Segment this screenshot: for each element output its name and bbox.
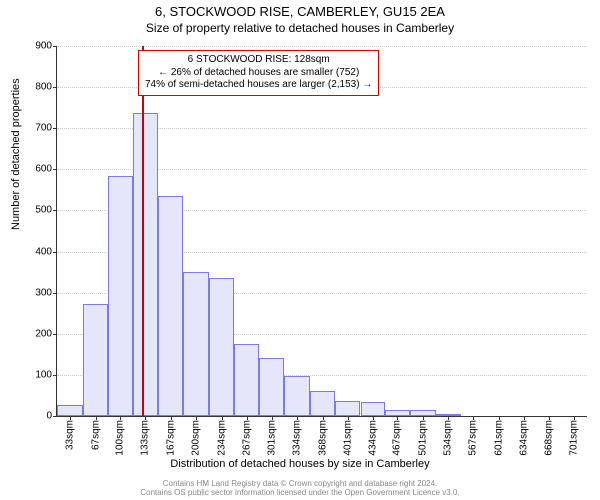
- y-axis-label: Number of detached properties: [10, 78, 22, 230]
- y-tick-label: 100: [35, 369, 52, 380]
- y-tick: [53, 375, 57, 376]
- x-tick-label: 401sqm: [342, 420, 353, 456]
- x-axis-label: Distribution of detached houses by size …: [0, 458, 600, 470]
- histogram-bar: [259, 358, 284, 416]
- annotation-line: 6 STOCKWOOD RISE: 128sqm: [145, 54, 372, 67]
- y-tick: [53, 416, 57, 417]
- histogram-bar: [209, 278, 234, 416]
- x-tick-label: 167sqm: [166, 420, 177, 456]
- histogram-bar: [361, 402, 386, 416]
- y-tick: [53, 169, 57, 170]
- annotation-line: 74% of semi-detached houses are larger (…: [145, 79, 372, 92]
- y-tick: [53, 128, 57, 129]
- footer-attribution: Contains HM Land Registry data © Crown c…: [0, 479, 600, 498]
- x-tick-label: 701sqm: [569, 420, 580, 456]
- y-tick-label: 200: [35, 328, 52, 339]
- histogram-bar: [83, 304, 108, 416]
- y-tick-label: 400: [35, 246, 52, 257]
- y-tick: [53, 252, 57, 253]
- x-tick-label: 368sqm: [317, 420, 328, 456]
- y-tick: [53, 46, 57, 47]
- chart-title: 6, STOCKWOOD RISE, CAMBERLEY, GU15 2EA: [0, 0, 600, 19]
- y-tick-label: 300: [35, 287, 52, 298]
- y-tick-label: 700: [35, 123, 52, 134]
- x-tick-label: 467sqm: [392, 420, 403, 456]
- chart-subtitle: Size of property relative to detached ho…: [0, 19, 600, 35]
- annotation-box: 6 STOCKWOOD RISE: 128sqm← 26% of detache…: [138, 50, 379, 96]
- x-tick-label: 301sqm: [267, 420, 278, 456]
- x-tick-label: 67sqm: [90, 420, 101, 450]
- chart-area: 010020030040050060070080090033sqm67sqm10…: [56, 46, 586, 416]
- histogram-bar: [108, 176, 134, 417]
- histogram-bar: [310, 391, 335, 416]
- x-tick-label: 33sqm: [64, 420, 75, 450]
- histogram-bar: [57, 405, 83, 417]
- x-tick-label: 200sqm: [190, 420, 201, 456]
- gridline: [57, 46, 587, 47]
- footer-line-2: Contains OS public sector information li…: [0, 488, 600, 498]
- x-tick-label: 534sqm: [443, 420, 454, 456]
- y-tick: [53, 210, 57, 211]
- histogram-bar: [158, 196, 183, 416]
- y-tick-label: 600: [35, 164, 52, 175]
- x-tick-label: 567sqm: [467, 420, 478, 456]
- y-tick-label: 500: [35, 205, 52, 216]
- histogram-bar: [183, 272, 209, 416]
- y-tick-label: 900: [35, 41, 52, 52]
- y-tick-label: 0: [46, 411, 52, 422]
- y-tick: [53, 334, 57, 335]
- y-tick: [53, 87, 57, 88]
- histogram-bar: [133, 113, 158, 416]
- y-tick-label: 800: [35, 82, 52, 93]
- x-tick-label: 601sqm: [493, 420, 504, 456]
- x-tick-label: 334sqm: [292, 420, 303, 456]
- histogram-bar: [234, 344, 260, 416]
- property-marker-line: [142, 46, 144, 416]
- x-tick-label: 434sqm: [367, 420, 378, 456]
- plot-region: 010020030040050060070080090033sqm67sqm10…: [56, 46, 587, 417]
- x-tick-label: 501sqm: [418, 420, 429, 456]
- x-tick-label: 133sqm: [140, 420, 151, 456]
- y-tick: [53, 293, 57, 294]
- x-tick-label: 668sqm: [544, 420, 555, 456]
- footer-line-1: Contains HM Land Registry data © Crown c…: [0, 479, 600, 489]
- histogram-bar: [335, 401, 361, 416]
- x-tick-label: 634sqm: [518, 420, 529, 456]
- x-tick-label: 267sqm: [241, 420, 252, 456]
- x-tick-label: 100sqm: [115, 420, 126, 456]
- annotation-line: ← 26% of detached houses are smaller (75…: [145, 67, 372, 80]
- histogram-bar: [284, 376, 310, 416]
- x-tick-label: 234sqm: [216, 420, 227, 456]
